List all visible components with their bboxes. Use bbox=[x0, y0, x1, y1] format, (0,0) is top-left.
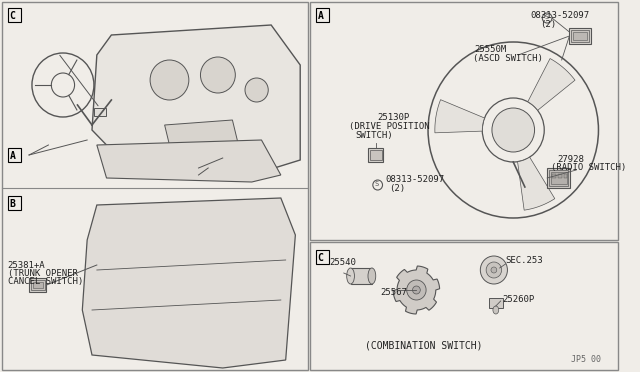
Bar bbox=[551, 172, 566, 184]
Bar bbox=[547, 168, 570, 188]
Text: JP5 00: JP5 00 bbox=[572, 355, 602, 364]
Text: 08313-52097: 08313-52097 bbox=[385, 175, 445, 184]
Ellipse shape bbox=[493, 306, 499, 314]
Polygon shape bbox=[393, 266, 440, 314]
Text: 25381+A: 25381+A bbox=[8, 261, 45, 270]
Bar bbox=[310, 242, 618, 370]
Bar bbox=[31, 280, 45, 290]
Text: SEC.253: SEC.253 bbox=[506, 256, 543, 265]
Bar bbox=[8, 196, 21, 210]
Text: 25260P: 25260P bbox=[502, 295, 535, 304]
Bar bbox=[572, 30, 589, 42]
Bar bbox=[570, 28, 591, 44]
Bar bbox=[310, 2, 618, 240]
Ellipse shape bbox=[368, 268, 376, 284]
Circle shape bbox=[150, 60, 189, 100]
Bar bbox=[489, 298, 502, 308]
Bar bbox=[316, 8, 329, 22]
Bar bbox=[564, 174, 568, 178]
Bar bbox=[316, 250, 329, 264]
Text: A: A bbox=[10, 151, 15, 161]
Text: (TRUNK OPENER: (TRUNK OPENER bbox=[8, 269, 77, 278]
Bar bbox=[552, 174, 556, 178]
Bar bbox=[368, 148, 383, 162]
Text: B: B bbox=[10, 199, 15, 209]
Bar bbox=[29, 278, 47, 292]
Ellipse shape bbox=[347, 268, 355, 284]
Circle shape bbox=[491, 267, 497, 273]
Bar bbox=[94, 108, 106, 116]
Text: (RADIO SWITCH): (RADIO SWITCH) bbox=[551, 163, 627, 172]
Bar bbox=[558, 174, 562, 178]
Text: 27928: 27928 bbox=[558, 155, 585, 164]
Bar bbox=[549, 170, 568, 186]
Bar bbox=[370, 150, 381, 160]
Text: (ASCD SWITCH): (ASCD SWITCH) bbox=[472, 54, 543, 63]
Bar bbox=[2, 2, 308, 370]
Text: 25550M: 25550M bbox=[474, 45, 507, 54]
Circle shape bbox=[200, 57, 236, 93]
Bar bbox=[573, 32, 587, 40]
Circle shape bbox=[413, 286, 420, 294]
Circle shape bbox=[407, 280, 426, 300]
Text: C: C bbox=[317, 253, 323, 263]
Bar bbox=[8, 148, 21, 162]
Bar bbox=[351, 268, 372, 284]
Circle shape bbox=[481, 256, 508, 284]
Bar bbox=[8, 8, 21, 22]
Polygon shape bbox=[518, 157, 555, 210]
Text: (2): (2) bbox=[540, 20, 557, 29]
Polygon shape bbox=[92, 25, 300, 175]
Text: (COMBINATION SWITCH): (COMBINATION SWITCH) bbox=[365, 340, 483, 350]
Polygon shape bbox=[435, 100, 484, 133]
Text: C: C bbox=[10, 11, 15, 21]
Text: SWITCH): SWITCH) bbox=[355, 131, 393, 140]
Polygon shape bbox=[528, 58, 575, 110]
Text: 25130P: 25130P bbox=[378, 113, 410, 122]
Text: CANCEL SWITCH): CANCEL SWITCH) bbox=[8, 277, 83, 286]
Text: A: A bbox=[317, 11, 323, 21]
Text: (DRIVE POSITION: (DRIVE POSITION bbox=[349, 122, 429, 131]
Circle shape bbox=[486, 262, 502, 278]
Text: 25567: 25567 bbox=[381, 288, 408, 297]
Text: (2): (2) bbox=[389, 184, 405, 193]
Bar bbox=[33, 282, 43, 288]
Text: S: S bbox=[544, 13, 548, 19]
Polygon shape bbox=[83, 198, 296, 368]
Polygon shape bbox=[164, 120, 242, 165]
Text: S: S bbox=[375, 180, 379, 186]
Text: 25540: 25540 bbox=[329, 258, 356, 267]
Circle shape bbox=[245, 78, 268, 102]
Polygon shape bbox=[97, 140, 281, 182]
Text: 08313-52097: 08313-52097 bbox=[531, 11, 590, 20]
Circle shape bbox=[492, 108, 534, 152]
